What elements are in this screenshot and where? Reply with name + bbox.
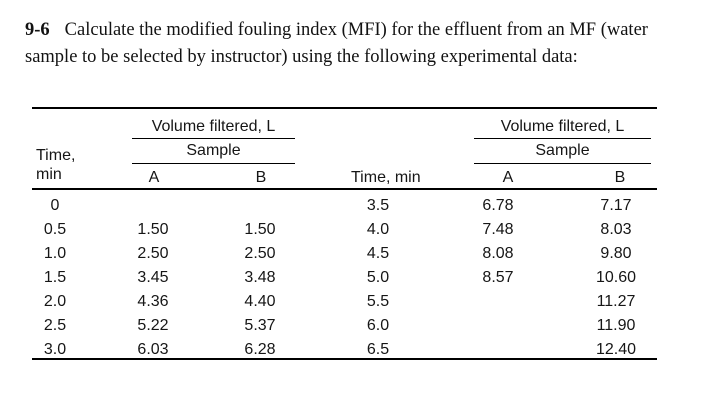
subgroup-header-left: Sample [132, 139, 295, 164]
column-header-b-left: B [255, 169, 267, 186]
problem-statement: 9-6 Calculate the modified fouling index … [25, 17, 685, 70]
cell-b-left [228, 197, 292, 215]
cell-a-right [412, 293, 584, 311]
cell-time-left: 1.5 [43, 269, 67, 286]
volume-filtered-group-right: Volume filtered, L Sample [474, 118, 651, 164]
table-row: 1.5 3.45 3.48 5.0 8.57 10.60 [32, 266, 657, 290]
time-header-line1: Time, [36, 147, 76, 164]
table-body: 0 3.5 6.78 7.17 0.5 1.50 1.50 4.0 [32, 192, 657, 362]
column-header-b-right: B [614, 169, 626, 186]
cell-time-left: 0 [50, 197, 60, 214]
table-header: Time, min Volume filtered, L Sample Volu… [32, 109, 657, 190]
cell-a-left: 3.45 [137, 269, 169, 286]
table-row: 0 3.5 6.78 7.17 [32, 194, 657, 218]
cell-b-left: 4.40 [244, 293, 276, 310]
cell-a-left: 5.22 [137, 317, 169, 334]
cell-a-right: 6.78 [482, 197, 514, 214]
cell-time-right: 4.0 [366, 221, 390, 238]
cell-time-left: 2.0 [43, 293, 67, 310]
time-column-header-right: Time, min [351, 169, 421, 186]
cell-b-left: 5.37 [244, 317, 276, 334]
time-header-line2: min [36, 165, 62, 183]
problem-text-line2: sample to be selected by instructor) usi… [25, 46, 578, 67]
cell-a-left: 4.36 [137, 293, 169, 310]
cell-b-right: 12.40 [595, 341, 637, 358]
time-column-header-left: Time, min [36, 147, 75, 184]
cell-b-left: 6.28 [244, 341, 276, 358]
cell-a-right: 8.57 [482, 269, 514, 286]
experimental-data-table: Time, min Volume filtered, L Sample Volu… [32, 107, 657, 360]
column-header-a-left: A [148, 169, 160, 186]
cell-a-right [412, 341, 584, 359]
group-header-right: Volume filtered, L [474, 118, 651, 139]
subgroup-header-right: Sample [474, 139, 651, 164]
cell-time-left: 0.5 [43, 221, 67, 238]
cell-a-left: 2.50 [137, 245, 169, 262]
cell-time-right: 5.0 [366, 269, 390, 286]
column-header-a-right: A [502, 169, 514, 186]
cell-a-left: 6.03 [137, 341, 169, 358]
cell-b-left: 2.50 [244, 245, 276, 262]
cell-b-left: 3.48 [244, 269, 276, 286]
table-row: 2.5 5.22 5.37 6.0 11.90 [32, 314, 657, 338]
cell-b-right: 11.90 [596, 317, 636, 334]
cell-a-left [78, 197, 228, 215]
group-header-left: Volume filtered, L [132, 118, 295, 139]
cell-b-right: 10.60 [595, 269, 637, 286]
table-row: 0.5 1.50 1.50 4.0 7.48 8.03 [32, 218, 657, 242]
volume-filtered-group-left: Volume filtered, L Sample [132, 118, 295, 164]
problem-number: 9-6 [25, 20, 50, 40]
table-row: 1.0 2.50 2.50 4.5 8.08 9.80 [32, 242, 657, 266]
table-row: 3.0 6.03 6.28 6.5 12.40 [32, 338, 657, 362]
cell-time-right: 6.0 [366, 317, 390, 334]
cell-a-right: 7.48 [482, 221, 514, 238]
cell-time-right: 6.5 [366, 341, 390, 358]
cell-time-right: 4.5 [366, 245, 390, 262]
cell-time-right: 3.5 [366, 197, 390, 214]
cell-time-left: 3.0 [43, 341, 67, 358]
problem-text-line1: Calculate the modified fouling index (MF… [64, 20, 648, 40]
cell-a-right: 8.08 [482, 245, 514, 262]
table-row: 2.0 4.36 4.40 5.5 11.27 [32, 290, 657, 314]
cell-time-left: 1.0 [43, 245, 67, 262]
cell-a-left: 1.50 [137, 221, 169, 238]
cell-b-right: 11.27 [596, 293, 636, 310]
cell-b-left: 1.50 [244, 221, 276, 238]
cell-b-right: 7.17 [600, 197, 632, 214]
cell-b-right: 8.03 [600, 221, 632, 238]
cell-b-right: 9.80 [600, 245, 632, 262]
cell-a-right [412, 317, 584, 335]
cell-time-left: 2.5 [43, 317, 67, 334]
cell-time-right: 5.5 [366, 293, 390, 310]
